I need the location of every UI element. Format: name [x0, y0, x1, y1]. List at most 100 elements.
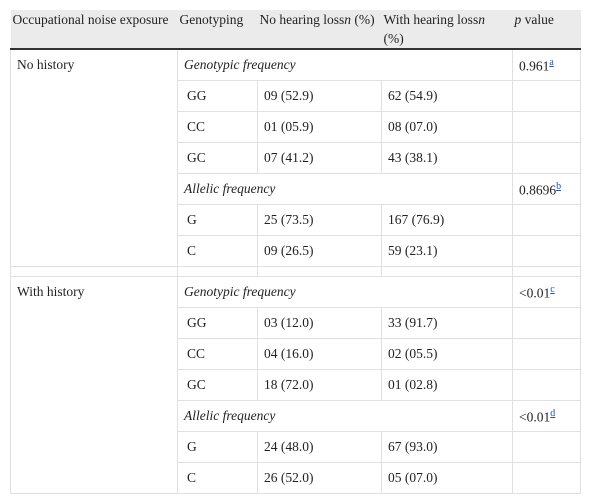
data-row: G 24 (48.0) 67 (93.0) — [11, 431, 581, 463]
footnote-mark: d — [550, 407, 555, 419]
header-cell: p value — [512, 10, 581, 50]
data-row: GG 09 (52.9) 62 (54.9) — [11, 80, 581, 112]
data-row: G 25 (73.5) 167 (76.9) — [11, 204, 581, 236]
footnote-mark: a — [549, 56, 553, 68]
section-label: Genotypic frequency — [177, 276, 513, 308]
footnote-mark: c — [550, 283, 554, 295]
section-row: With history Genotypic frequency <0.01c — [10, 276, 581, 494]
p-value: 0.8696 — [519, 182, 557, 198]
p-value-cell: 0.8696b — [512, 173, 581, 205]
empty-cell — [512, 235, 581, 267]
p-value-cell: 0.961a — [512, 48, 581, 81]
no-loss-value: 25 (73.5) — [257, 204, 382, 236]
no-loss-value: 24 (48.0) — [257, 431, 382, 463]
footnote-link[interactable]: c — [550, 283, 555, 295]
exposure-cell: With history — [10, 276, 178, 494]
no-loss-value: 01 (05.9) — [257, 111, 382, 143]
header-cell: With hearing lossn (%) — [381, 10, 513, 50]
data-row: C 09 (26.5) 59 (23.1) — [11, 235, 581, 267]
with-loss-value: 62 (54.9) — [381, 80, 513, 112]
genotype: C — [177, 462, 258, 494]
table-body: No history Genotypic frequency 0.961a GG 09 … — [10, 48, 581, 494]
empty-cell — [512, 369, 581, 401]
data-row: CC 04 (16.0) 02 (05.5) — [11, 338, 581, 370]
empty-cell — [512, 142, 581, 174]
header-text: Genotyping — [179, 12, 244, 27]
empty-cell — [512, 338, 581, 370]
header-cell: No hearing lossn (%) — [257, 10, 382, 50]
empty-cell — [512, 111, 581, 143]
header-text: value — [521, 12, 554, 27]
with-loss-value: 59 (23.1) — [381, 235, 513, 267]
genotype: GG — [177, 80, 258, 112]
table-header: Occupational noise exposure Genotyping N… — [10, 10, 581, 50]
genotype: GG — [177, 307, 258, 339]
with-loss-value: 08 (07.0) — [381, 111, 513, 143]
spacer-cell — [381, 266, 513, 277]
header-text: With hearing loss — [383, 12, 479, 27]
p-value-cell: <0.01d — [512, 400, 581, 432]
data-row: CC 01 (05.9) 08 (07.0) — [11, 111, 581, 143]
section-label: Genotypic frequency — [177, 48, 513, 81]
data-row: GC 18 (72.0) 01 (02.8) — [11, 369, 581, 401]
genotype: GC — [177, 369, 258, 401]
header-text: Occupational noise exposure — [12, 12, 169, 27]
section-label: Allelic frequency — [177, 173, 513, 205]
no-loss-value: 26 (52.0) — [257, 462, 382, 494]
header-cell: Genotyping — [177, 10, 258, 50]
genotype: CC — [177, 338, 258, 370]
no-loss-value: 09 (26.5) — [257, 235, 382, 267]
empty-cell — [512, 462, 581, 494]
spacer-row — [10, 266, 581, 277]
footnote-mark: b — [556, 180, 561, 192]
genotype: CC — [177, 111, 258, 143]
p-value: 0.961 — [519, 58, 550, 74]
section-row: No history Genotypic frequency 0.961a — [10, 48, 581, 267]
no-loss-value: 07 (41.2) — [257, 142, 382, 174]
with-loss-value: 33 (91.7) — [381, 307, 513, 339]
with-loss-value: 43 (38.1) — [381, 142, 513, 174]
with-loss-value: 67 (93.0) — [381, 431, 513, 463]
p-value: <0.01 — [519, 285, 551, 301]
with-loss-value: 02 (05.5) — [381, 338, 513, 370]
empty-cell — [512, 307, 581, 339]
data-row: GC 07 (41.2) 43 (38.1) — [11, 142, 581, 174]
empty-cell — [512, 204, 581, 236]
with-loss-value: 167 (76.9) — [381, 204, 513, 236]
exposure-cell: No history — [10, 48, 178, 267]
p-value: <0.01 — [519, 409, 551, 425]
empty-cell — [512, 431, 581, 463]
with-loss-value: 05 (07.0) — [381, 462, 513, 494]
footnote-link[interactable]: d — [550, 407, 556, 419]
no-loss-value: 18 (72.0) — [257, 369, 382, 401]
spacer-cell — [177, 266, 258, 277]
data-row: GG 03 (12.0) 33 (91.7) — [11, 307, 581, 339]
footnote-link[interactable]: a — [549, 56, 554, 68]
header-row: Occupational noise exposure Genotyping N… — [10, 10, 581, 50]
spacer-cell — [512, 266, 581, 277]
genotype: G — [177, 204, 258, 236]
footnote-link[interactable]: b — [556, 180, 562, 192]
no-loss-value: 04 (16.0) — [257, 338, 382, 370]
no-loss-value: 09 (52.9) — [257, 80, 382, 112]
header-cell: Occupational noise exposure — [10, 10, 178, 50]
data-row: C 26 (52.0) 05 (07.0) — [11, 462, 581, 494]
header-text: (%) — [354, 12, 375, 27]
empty-cell — [512, 80, 581, 112]
no-loss-value: 03 (12.0) — [257, 307, 382, 339]
results-table: Occupational noise exposure Genotyping N… — [10, 10, 581, 494]
section-label: Allelic frequency — [177, 400, 513, 432]
genotype: GC — [177, 142, 258, 174]
p-value-cell: <0.01c — [512, 276, 581, 308]
header-italic: n — [344, 12, 351, 27]
header-text: (%) — [383, 31, 404, 46]
genotype: G — [177, 431, 258, 463]
with-loss-value: 01 (02.8) — [381, 369, 513, 401]
spacer-cell — [257, 266, 382, 277]
header-text: No hearing loss — [259, 12, 345, 27]
header-italic: p — [514, 12, 522, 27]
genotype: C — [177, 235, 258, 267]
spacer-cell — [10, 266, 178, 277]
header-italic: n — [478, 12, 485, 27]
